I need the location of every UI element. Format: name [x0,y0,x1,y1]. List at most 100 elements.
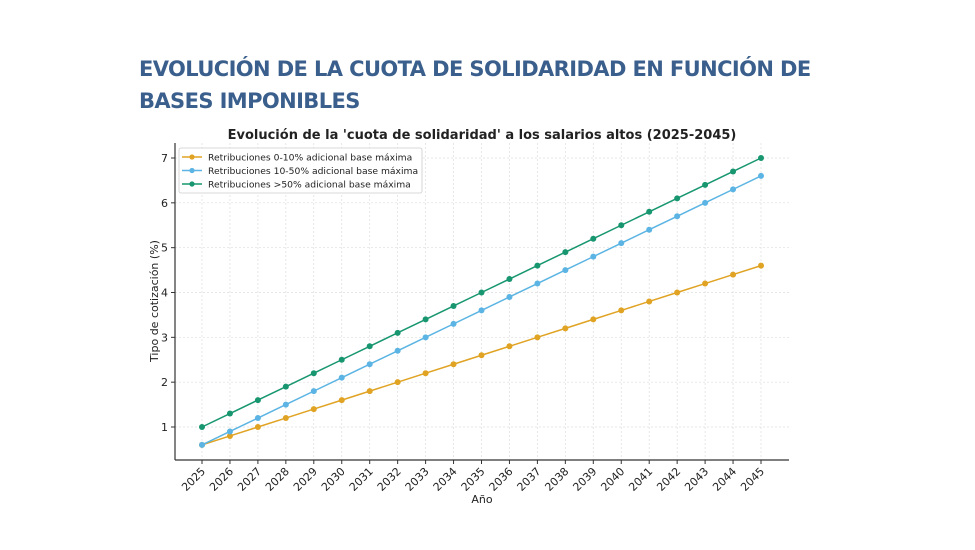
y-tick-label: 7 [161,152,168,165]
x-tick-label: 2045 [738,465,767,494]
data-point [310,388,317,395]
x-tick-label: 2027 [235,465,264,494]
data-point [310,406,317,413]
data-point [646,226,653,233]
legend-box [178,147,423,194]
legend-label: Retribuciones 10-50% adicional base máxi… [208,166,418,177]
y-tick-label: 5 [161,242,168,255]
data-point [562,325,569,332]
data-point [506,293,513,300]
x-tick-label: 2039 [570,465,599,494]
data-point [338,397,345,404]
data-point [506,276,513,283]
data-point [478,289,485,296]
data-point [702,280,709,287]
x-tick-label: 2037 [515,465,544,494]
data-point [282,383,289,390]
x-tick-label: 2030 [319,465,348,494]
data-point [254,415,261,422]
data-point [338,374,345,381]
data-point [674,195,681,202]
x-tick-label: 2044 [710,465,739,494]
data-point [254,397,261,404]
data-point [282,401,289,408]
data-point [199,424,205,430]
data-point [366,361,373,368]
x-tick-label: 2032 [375,465,404,494]
data-point [590,253,597,260]
data-point [450,302,457,309]
data-point [590,316,597,323]
legend-label: Retribuciones >50% adicional base máxima [208,180,411,191]
data-point [758,172,764,179]
x-tick-label: 2043 [682,465,711,494]
data-point [702,199,709,206]
x-tick-label: 2025 [179,465,208,494]
data-point [618,307,625,314]
data-point [702,181,709,188]
data-point [282,415,289,422]
data-point [366,343,373,350]
x-tick-label: 2042 [654,465,683,494]
data-point [422,370,429,377]
data-point [478,352,485,359]
data-point [310,370,317,377]
x-tick-label: 2033 [403,465,432,494]
data-point [394,329,401,336]
legend-label: Retribuciones 0-10% adicional base máxim… [208,153,412,164]
data-point [394,379,401,386]
legend-swatch-marker [189,181,195,187]
chart-title: Evolución de la 'cuota de solidaridad' a… [228,128,737,143]
x-tick-label: 2034 [431,465,460,494]
x-axis-label: Año [471,493,492,506]
data-point [422,316,429,323]
data-point [450,361,457,368]
data-point [422,334,429,341]
data-point [534,262,541,269]
data-point [618,222,625,229]
x-tick-label: 2036 [487,465,516,494]
x-tick-label: 2031 [347,465,376,494]
slide-title: EVOLUCIÓN DE LA CUOTA DE SOLIDARIDAD EN … [139,57,811,113]
legend-swatch-marker [189,167,195,174]
x-tick-label: 2028 [263,465,292,494]
data-point [618,240,625,247]
data-point [534,334,541,341]
data-point [394,347,401,354]
x-tick-label: 2040 [598,465,627,494]
data-point [226,410,233,417]
data-point [366,388,373,395]
data-point [674,289,681,296]
data-point [450,320,457,327]
x-tick-label: 2026 [207,465,236,494]
data-point [730,168,737,175]
x-tick-label: 2038 [542,465,571,494]
data-point [730,271,737,278]
data-point [646,208,653,215]
y-tick-label: 2 [161,376,168,389]
x-tick-label: 2035 [459,465,488,494]
x-tick-label: 2041 [626,465,655,494]
data-point [478,307,485,314]
legend-swatch-marker [189,154,195,160]
data-point [534,280,541,287]
data-point [338,356,345,363]
data-point [562,249,569,256]
y-tick-label: 3 [161,331,168,344]
data-point [254,424,261,430]
y-axis-label: Tipo de cotización (%) [148,240,161,363]
data-point [758,155,764,161]
data-point [590,235,597,242]
data-point [226,432,233,439]
data-point [506,343,513,350]
data-point [199,441,205,448]
data-point [562,267,569,274]
data-point [646,298,653,305]
data-point [758,262,764,269]
data-point [674,213,681,220]
y-tick-label: 1 [161,421,168,434]
y-tick-label: 4 [161,287,168,300]
data-point [730,186,737,193]
